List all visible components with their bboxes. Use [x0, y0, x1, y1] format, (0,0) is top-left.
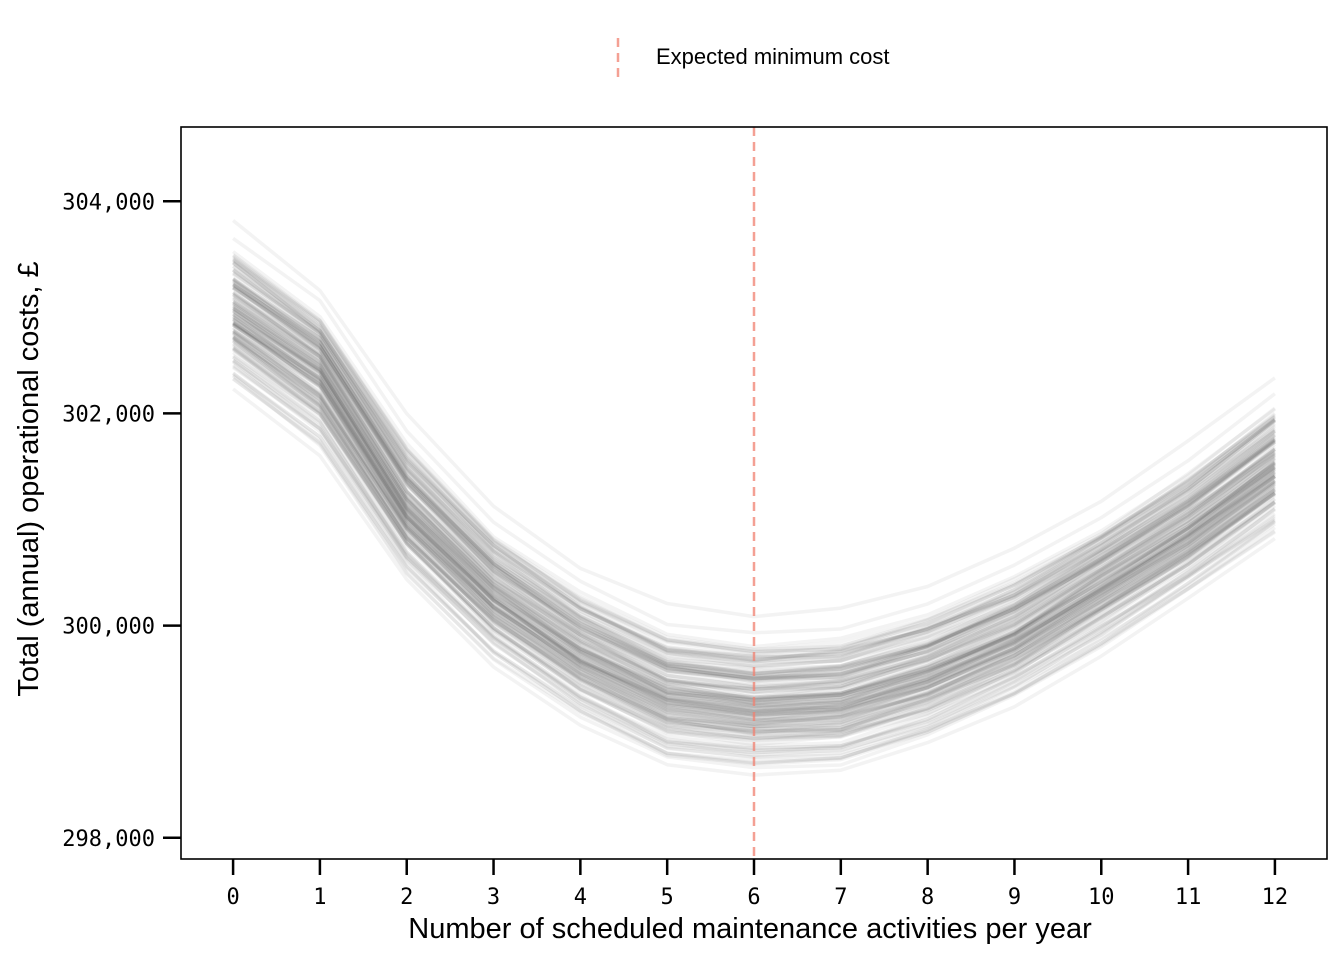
cost-curve-line	[232, 219, 1276, 619]
cost-curve-line	[232, 267, 1276, 663]
cost-curve-line	[232, 268, 1276, 668]
cost-curve-line	[232, 309, 1276, 711]
x-tick-label: 7	[834, 885, 847, 910]
cost-curve-line	[232, 315, 1276, 712]
legend-label-expected-minimum-cost: Expected minimum cost	[656, 44, 890, 69]
cost-curve-line	[232, 286, 1276, 680]
cost-curve-line	[232, 315, 1276, 714]
x-tick-label: 6	[747, 885, 760, 910]
cost-curve-line	[232, 300, 1276, 696]
cost-curve-line	[232, 256, 1276, 654]
cost-curve-line	[232, 363, 1276, 755]
cost-curve-line	[232, 317, 1276, 710]
cost-curve-line	[232, 323, 1276, 724]
cost-curve-line	[232, 253, 1276, 652]
cost-curve-line	[232, 377, 1276, 770]
cost-curve-line	[232, 348, 1276, 740]
y-tick-label: 302,000	[62, 402, 155, 427]
cost-curve-line	[232, 286, 1276, 681]
cost-curve-line	[232, 295, 1276, 694]
cost-curve-line	[232, 281, 1276, 684]
cost-curve-line	[232, 271, 1276, 667]
cost-curve-line	[232, 254, 1276, 652]
cost-curve-line	[232, 330, 1276, 729]
cost-curve-line	[232, 346, 1276, 743]
cost-curve-line	[232, 329, 1276, 726]
cost-curve-line	[232, 317, 1276, 714]
y-tick-label: 300,000	[62, 615, 155, 640]
cost-curve-line	[232, 250, 1276, 649]
cost-curve-line	[232, 347, 1276, 744]
cost-curve-line	[232, 282, 1276, 680]
cost-curve-line	[232, 335, 1276, 726]
cost-curves-group	[232, 219, 1276, 777]
cost-curve-line	[232, 322, 1276, 714]
legend: Expected minimum cost	[616, 38, 890, 78]
x-tick-label: 8	[921, 885, 934, 910]
cost-curve-line	[232, 321, 1276, 713]
cost-curve-line	[232, 364, 1276, 757]
x-tick-label: 11	[1175, 885, 1202, 910]
cost-curve-line	[232, 313, 1276, 708]
cost-curve-line	[232, 335, 1276, 729]
x-tick-label: 2	[400, 885, 413, 910]
cost-curve-line	[232, 345, 1276, 741]
cost-curve-line	[232, 312, 1276, 708]
x-axis-title: Number of scheduled maintenance activiti…	[408, 913, 1092, 945]
x-tick-label: 12	[1262, 885, 1289, 910]
x-tick-label: 4	[574, 885, 587, 910]
cost-curve-line	[232, 317, 1276, 710]
cost-curve-line	[232, 268, 1276, 664]
cost-curve-line	[232, 283, 1276, 679]
x-tick-label: 9	[1008, 885, 1021, 910]
cost-curve-line	[232, 284, 1276, 680]
x-tick-label: 0	[226, 885, 239, 910]
cost-curve-line	[232, 268, 1276, 664]
y-tick-label: 304,000	[62, 190, 155, 215]
cost-curve-line	[232, 317, 1276, 713]
cost-curve-line	[232, 285, 1276, 681]
cost-curve-line	[232, 318, 1276, 714]
cost-curve-line	[232, 297, 1276, 695]
cost-curve-line	[232, 282, 1276, 684]
cost-curve-line	[232, 351, 1276, 741]
cost-curve-line	[232, 331, 1276, 726]
cost-curve-line	[232, 321, 1276, 713]
y-axis-ticks: 298,000 300,000 302,000 304,000	[62, 190, 181, 852]
cost-curve-line	[232, 331, 1276, 726]
cost-curve-line	[232, 347, 1276, 740]
cost-curve-line	[232, 272, 1276, 669]
cost-curve-line	[232, 335, 1276, 729]
x-tick-label: 5	[661, 885, 674, 910]
x-tick-label: 1	[313, 885, 326, 910]
y-axis-title: Total (annual) operational costs, £	[13, 261, 45, 696]
cost-curve-line	[232, 314, 1276, 711]
cost-curve-line	[232, 236, 1276, 635]
cost-curve-line	[232, 326, 1276, 725]
cost-curve-line	[232, 286, 1276, 682]
cost-curve-line	[232, 359, 1276, 755]
cost-curve-line	[232, 311, 1276, 709]
cost-curve-line	[232, 286, 1276, 683]
cost-curve-line	[232, 334, 1276, 729]
cost-curve-line	[232, 282, 1276, 681]
cost-curve-line	[232, 296, 1276, 695]
x-tick-label: 10	[1088, 885, 1115, 910]
x-tick-label: 3	[487, 885, 500, 910]
cost-curve-line	[232, 285, 1276, 680]
x-axis-ticks: 0 1 2 3 4 5 6 7 8 9 10 11 12	[226, 859, 1288, 910]
cost-curve-line	[232, 330, 1276, 727]
cost-curve-line	[232, 283, 1276, 682]
y-tick-label: 298,000	[62, 827, 155, 852]
cost-curve-line	[232, 255, 1276, 654]
